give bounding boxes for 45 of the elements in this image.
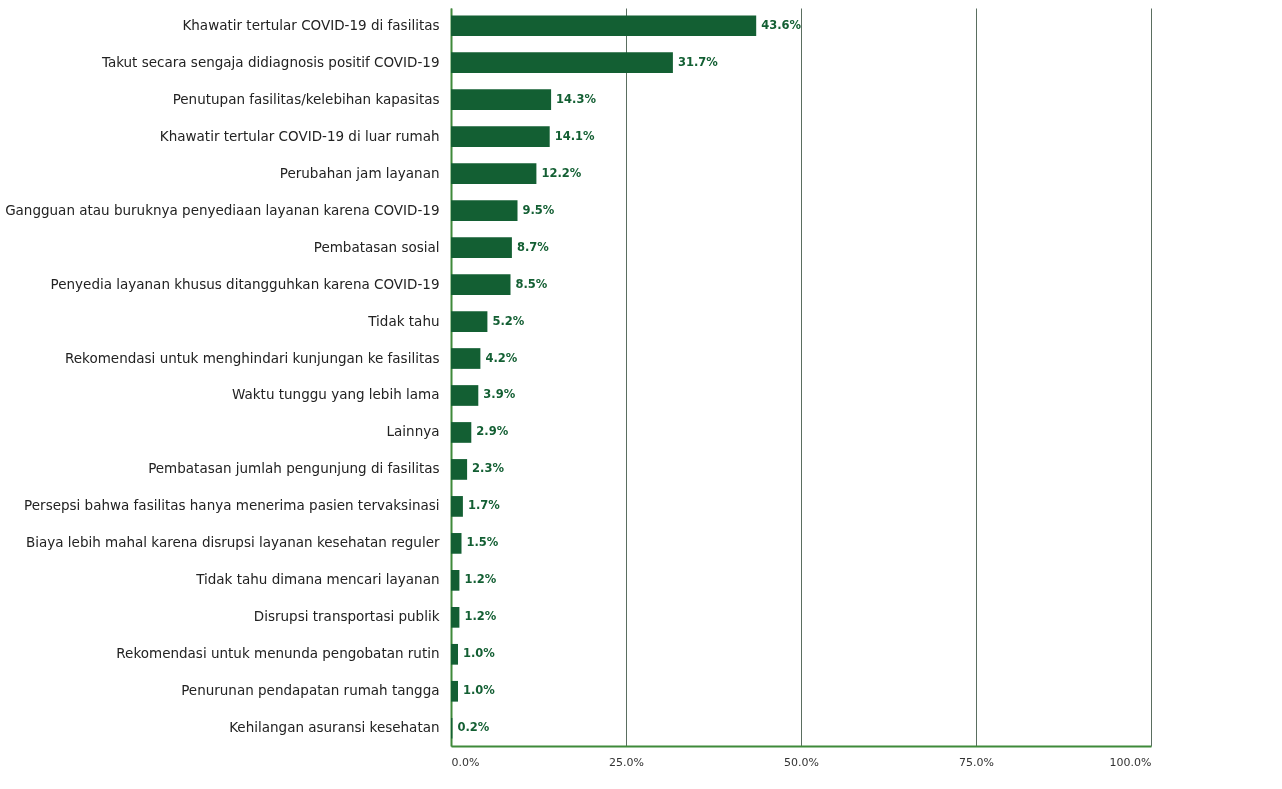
x-tick-label: 50.0% — [784, 755, 819, 769]
y-tick-label: Penutupan fasilitas/kelebihan kapasitas — [172, 90, 440, 107]
data-label: 8.5% — [515, 276, 548, 291]
data-label: 3.9% — [483, 387, 516, 402]
data-label: 2.9% — [476, 424, 509, 439]
data-label: 43.6% — [761, 17, 802, 32]
data-label: 14.1% — [554, 128, 596, 143]
x-tick-label: 25.0% — [609, 755, 644, 769]
data-label: 12.2% — [541, 165, 582, 180]
data-label: 1.0% — [463, 646, 496, 661]
y-tick-label: Khawatir tertular COVID-19 di fasilitas — [182, 16, 440, 33]
data-label: 5.2% — [492, 313, 525, 328]
data-label: 4.2% — [485, 350, 518, 365]
data-label: 1.5% — [466, 535, 499, 550]
y-tick-label: Biaya lebih mahal karena disrupsi layanan kesehatan reguler — [26, 534, 440, 551]
y-tick-label: Takut secara sengaja didiagnosis positif COVID-19 — [100, 53, 440, 70]
data-label: 31.7% — [677, 54, 719, 69]
data-label: 1.7% — [467, 498, 501, 513]
y-tick-label: Pembatasan jumlah pengunjung di fasilitas — [148, 460, 440, 477]
y-tick-label: Penyedia layanan khusus ditangguhkan karena COVID-19 — [50, 275, 440, 292]
data-label: 0.2% — [457, 720, 490, 735]
data-label: 14.3% — [556, 91, 597, 106]
data-label: 1.2% — [464, 572, 497, 587]
y-tick-label: Rekomendasi untuk menghindari kunjungan ke fasilitas — [65, 349, 440, 366]
y-tick-label: Kehilangan asuransi kesehatan — [229, 719, 440, 736]
y-tick-label: Rekomendasi untuk menunda pengobatan rutin — [116, 645, 440, 662]
y-tick-label: Perubahan jam layanan — [279, 164, 440, 181]
data-label: 1.2% — [464, 609, 497, 624]
y-tick-label: Waktu tunggu yang lebih lama — [232, 386, 440, 403]
y-tick-label: Khawatir tertular COVID-19 di luar rumah — [159, 127, 440, 144]
y-tick-label: Tidak tahu — [367, 312, 440, 329]
x-tick-label: 100.0% — [1109, 755, 1152, 769]
y-tick-label: Penurunan pendapatan rumah tangga — [181, 682, 440, 699]
y-tick-label: Gangguan atau buruknya penyediaan layanan karena COVID-19 — [5, 201, 440, 218]
data-label: 8.7% — [516, 239, 550, 254]
data-label: 9.5% — [522, 202, 555, 217]
y-tick-label: Pembatasan sosial — [313, 238, 440, 255]
y-tick-label: Tidak tahu dimana mencari layanan — [195, 571, 440, 588]
x-tick-label: 0.0% — [451, 755, 480, 769]
data-label: 1.0% — [463, 683, 496, 698]
y-tick-label: Persepsi bahwa fasilitas hanya menerima pasien tervaksinasi — [24, 497, 440, 514]
data-label: 2.3% — [472, 461, 505, 476]
y-tick-label: Lainnya — [386, 423, 440, 440]
y-tick-label: Disrupsi transportasi publik — [253, 608, 440, 625]
x-tick-label: 75.0% — [959, 755, 994, 769]
